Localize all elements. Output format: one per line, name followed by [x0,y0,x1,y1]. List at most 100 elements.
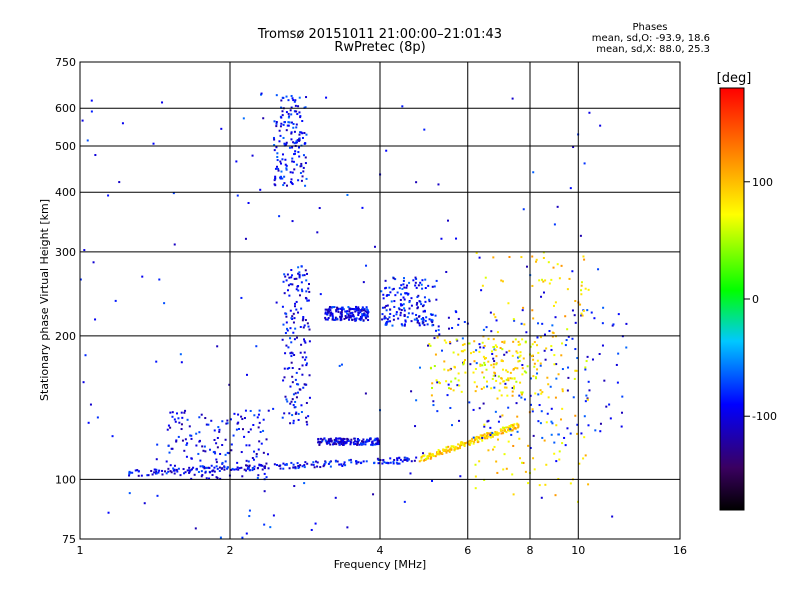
data-point [587,424,590,427]
data-point [262,418,265,421]
data-point [433,365,436,368]
data-point [566,328,569,331]
data-point [496,431,499,434]
data-point [312,463,315,466]
data-point [532,457,535,460]
data-point [150,469,153,472]
data-point [333,441,336,444]
data-point [505,351,508,354]
data-point [525,371,528,374]
data-point [586,309,589,312]
data-point [212,451,215,454]
data-point [457,317,460,320]
data-point [326,442,329,445]
data-point [203,467,206,470]
data-point [400,308,403,311]
data-point [515,402,518,405]
data-point [408,281,411,284]
data-point [205,423,208,426]
data-point [587,483,590,486]
data-point [283,292,286,295]
y-tick-label: 400 [55,186,76,199]
data-point [331,318,334,321]
data-point [500,359,503,362]
data-point [283,121,286,124]
data-point [300,179,303,182]
data-point [298,137,301,140]
data-point [561,390,564,393]
data-point [507,440,510,443]
data-point [343,461,346,464]
data-point [383,317,386,320]
data-point [166,428,169,431]
data-point [362,281,365,284]
data-point [381,462,384,465]
data-point [561,407,564,410]
data-point [421,279,424,282]
data-point [543,333,546,336]
data-point [189,434,192,437]
data-point [172,469,175,472]
data-point [258,421,261,424]
data-point [447,445,450,448]
data-point [299,325,302,328]
data-point [356,309,359,312]
data-point [541,278,544,281]
data-point [487,360,490,363]
data-point [555,377,558,380]
data-point [297,105,300,108]
data-point [531,343,534,346]
data-point [505,467,508,470]
data-point [561,368,564,371]
data-point [599,124,602,127]
data-point [273,179,276,182]
data-point [493,386,496,389]
data-point [475,385,478,388]
data-point [180,428,183,431]
data-point [346,316,349,319]
data-point [281,177,284,180]
data-point [240,451,243,454]
data-point [237,421,240,424]
data-point [385,320,388,323]
data-point [169,411,172,414]
data-point [516,423,519,426]
data-point [391,288,394,291]
data-point [167,470,170,473]
data-point [521,367,524,370]
data-point [321,440,324,443]
data-point [437,448,440,451]
data-point [522,357,525,360]
data-point [503,341,506,344]
data-point [387,320,390,323]
data-point [284,332,287,335]
data-point [219,452,222,455]
data-point [481,371,484,374]
data-point [518,355,521,358]
data-point [331,316,334,319]
data-point [155,470,158,473]
data-point [218,469,221,472]
data-point [304,142,307,145]
data-point [208,467,211,470]
data-point [590,311,593,314]
data-point [248,464,251,467]
data-point [303,324,306,327]
data-point [289,402,292,405]
data-point [298,146,301,149]
data-point [450,380,453,383]
data-point [363,308,366,311]
data-point [408,301,411,304]
data-point [483,357,486,360]
data-point [558,277,561,280]
data-point [279,177,282,180]
data-point [302,386,305,389]
data-point [495,345,498,348]
data-point [483,423,486,426]
data-point [403,286,406,289]
data-point [341,443,344,446]
data-point [291,171,294,174]
data-point [368,439,371,442]
data-point [441,349,444,352]
data-point [305,416,308,419]
